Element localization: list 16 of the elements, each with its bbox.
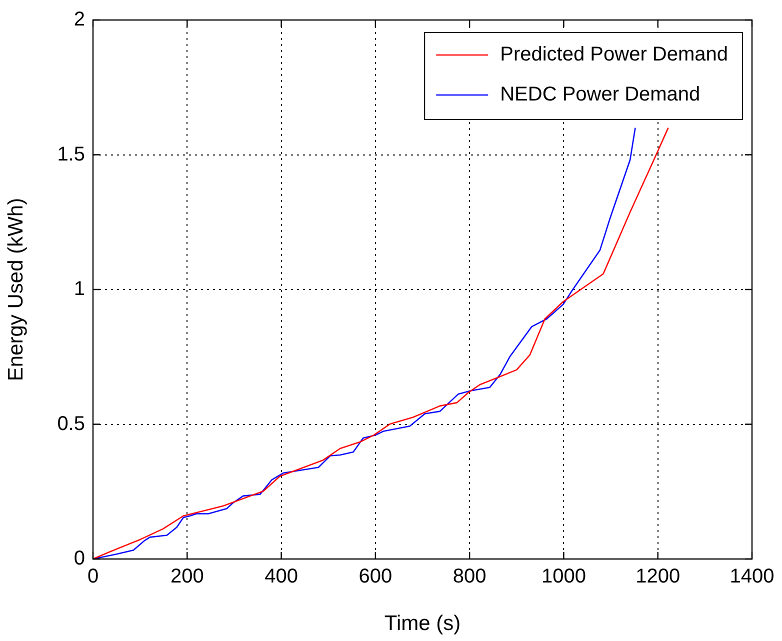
y-tick-label: 0 [74, 548, 85, 570]
y-axis-title: Energy Used (kWh) [4, 198, 28, 382]
y-tick-label: 2 [74, 8, 85, 31]
x-axis-title: Time (s) [384, 612, 461, 636]
y-tick-label: 0.5 [57, 412, 85, 435]
x-tick-label: 200 [170, 566, 204, 588]
x-tick-label: 1200 [636, 566, 680, 588]
y-tick-label: 1.5 [57, 143, 85, 166]
x-tick-label: 1000 [541, 566, 586, 588]
x-tick-label: 600 [358, 566, 392, 588]
legend-label: NEDC Power Demand [500, 84, 700, 106]
y-tick-label: 1 [74, 278, 85, 300]
x-tick-label: 1400 [730, 566, 774, 588]
legend-label: Predicted Power Demand [500, 44, 728, 66]
x-tick-label: 800 [452, 566, 486, 588]
x-tick-label: 400 [264, 566, 298, 588]
